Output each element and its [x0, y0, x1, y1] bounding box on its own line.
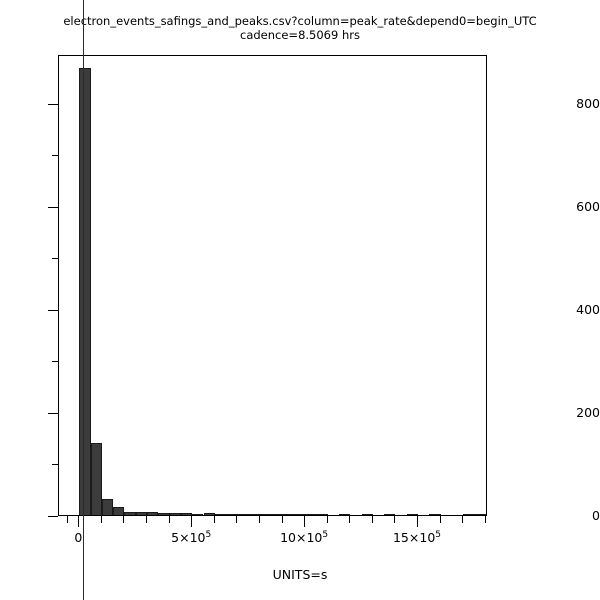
y-axis-minor-tick	[52, 155, 58, 157]
histogram-bar	[361, 513, 373, 515]
x-axis-minor-tick	[168, 516, 170, 523]
x-axis-minor-tick	[484, 516, 486, 523]
y-axis-tick-label: 200	[576, 404, 600, 420]
x-axis-minor-tick	[213, 516, 215, 523]
histogram-bar	[226, 513, 238, 515]
title-block: electron_events_safings_and_peaks.csv?co…	[0, 14, 600, 42]
histogram-bar	[192, 513, 204, 515]
x-tick-exponent: 5	[435, 530, 442, 540]
x-axis-tick-label: 0	[74, 530, 83, 545]
y-axis-tick	[48, 206, 58, 208]
histogram-bar	[338, 513, 351, 515]
x-axis-minor-tick	[100, 516, 102, 523]
x-axis-minor-tick	[281, 516, 283, 523]
page-title: electron_events_safings_and_peaks.csv?co…	[63, 14, 537, 28]
histogram-bar	[271, 513, 283, 515]
histogram-bar	[180, 513, 193, 515]
y-axis-tick-label: 600	[576, 198, 600, 214]
x-tick-mantissa: 10×10	[280, 530, 323, 546]
x-axis-title: UNITS=s	[272, 567, 328, 582]
y-axis-tick	[48, 412, 58, 414]
chart-subtitle: cadence=8.5069 hrs	[240, 28, 360, 42]
histogram-bar	[282, 513, 294, 515]
x-axis-minor-tick	[236, 516, 238, 523]
histogram-bar	[463, 513, 475, 515]
histogram-bar	[429, 513, 441, 515]
y-axis-minor-tick	[52, 258, 58, 260]
histogram-bar	[384, 513, 396, 515]
y-axis-tick	[48, 103, 58, 105]
histogram-bar	[101, 498, 114, 515]
histogram-bar	[214, 513, 227, 515]
x-axis-minor-tick	[349, 516, 351, 523]
y-axis-tick-label: 0	[592, 508, 600, 523]
x-axis-minor-tick	[439, 516, 441, 523]
histogram-bar	[135, 512, 148, 515]
plot-frame	[58, 55, 487, 516]
x-axis-tick-label: 15×105	[393, 530, 441, 545]
x-tick-mantissa: 15×10	[392, 530, 436, 546]
x-tick-exponent: 5	[322, 530, 329, 540]
x-axis-minor-tick	[67, 516, 69, 523]
x-axis-tick-label: 10×105	[280, 530, 328, 545]
y-axis-tick	[48, 309, 58, 311]
y-axis-tick	[48, 516, 58, 517]
histogram-bar	[248, 513, 260, 515]
histogram-bar	[158, 512, 170, 515]
x-axis-tick	[191, 516, 193, 527]
histogram-bar	[124, 511, 136, 515]
histogram-bar	[113, 506, 125, 515]
histogram-bar	[90, 442, 102, 515]
x-axis-minor-tick	[326, 516, 328, 523]
histogram-bar	[406, 513, 418, 515]
x-axis-minor-tick	[146, 516, 148, 523]
x-axis-minor-tick	[258, 516, 260, 523]
y-axis-minor-tick	[52, 464, 58, 466]
y-axis-tick-label: 800	[576, 95, 600, 111]
x-axis-minor-tick	[371, 516, 373, 523]
histogram-bar	[147, 512, 159, 515]
x-axis-minor-tick	[462, 516, 464, 523]
x-axis-minor-tick	[123, 516, 125, 523]
x-tick-mantissa: 5×10	[171, 530, 206, 546]
histogram-bar	[237, 513, 249, 515]
x-axis-tick-label: 5×105	[171, 530, 211, 545]
histogram-bar	[293, 513, 306, 515]
x-tick-exponent: 5	[205, 530, 212, 540]
histogram-bar	[316, 513, 328, 515]
x-axis-tick	[78, 516, 80, 527]
x-axis-tick	[304, 516, 306, 527]
histogram-bar	[259, 513, 272, 515]
histogram-bar	[79, 67, 91, 515]
y-axis-tick-label: 400	[576, 301, 600, 317]
histogram-bar	[305, 513, 317, 515]
y-axis-minor-tick	[52, 361, 58, 363]
histogram-bar	[169, 512, 181, 515]
cursor-crosshair-line[interactable]	[82, 0, 84, 600]
x-axis-tick	[417, 516, 418, 527]
histogram-bar	[203, 513, 215, 515]
x-axis-minor-tick	[394, 516, 396, 523]
histogram-bar	[474, 513, 486, 515]
plot-area	[59, 56, 486, 515]
